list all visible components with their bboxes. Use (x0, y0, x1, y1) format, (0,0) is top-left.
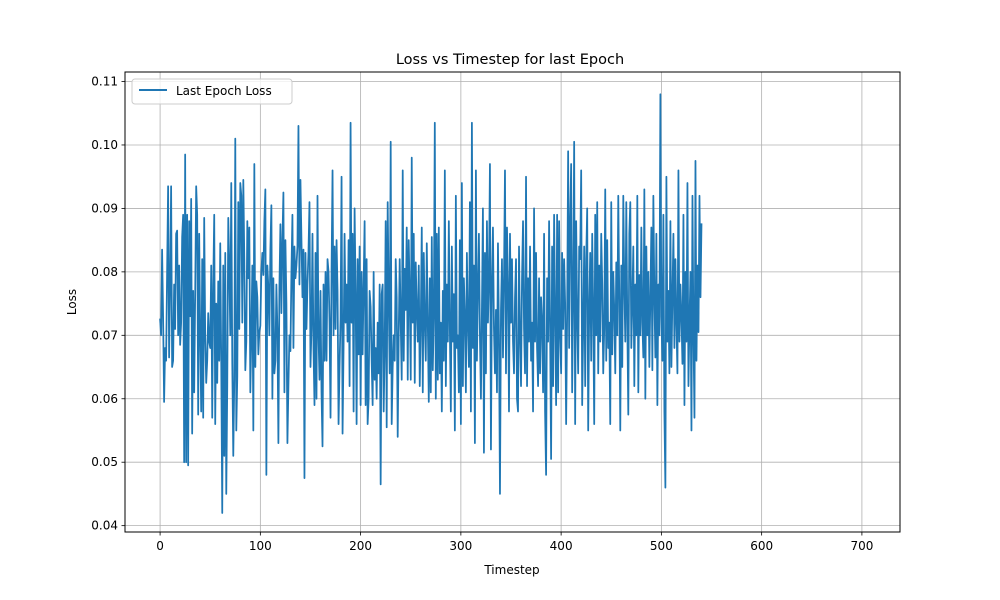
legend: Last Epoch Loss (131, 78, 293, 105)
y-axis-ticks: 0.04 0.05 0.06 0.07 0.08 0.09 0.10 0.11 (91, 75, 125, 533)
x-tick-label: 200 (349, 539, 372, 553)
x-tick-label: 400 (550, 539, 573, 553)
y-tick-label: 0.06 (91, 392, 118, 406)
series-layer (159, 93, 703, 514)
x-tick-label: 700 (850, 539, 873, 553)
y-tick-label: 0.09 (91, 201, 118, 215)
y-tick-label: 0.04 (91, 519, 118, 533)
x-axis-title: Timestep (483, 563, 539, 577)
legend-box (131, 78, 293, 105)
y-tick-label: 0.07 (91, 328, 118, 342)
x-tick-label: 0 (156, 539, 164, 553)
grid-lines (125, 72, 900, 532)
x-tick-label: 600 (750, 539, 773, 553)
x-axis-ticks: 0 100 200 300 400 500 600 700 (156, 532, 873, 553)
y-axis-title: Loss (65, 289, 79, 315)
plot-frame (124, 71, 901, 533)
legend-label-last-epoch-loss: Last Epoch Loss (176, 84, 272, 98)
x-tick-label: 500 (650, 539, 673, 553)
y-tick-label: 0.11 (91, 75, 118, 89)
y-tick-label: 0.08 (91, 265, 118, 279)
y-tick-label: 0.05 (91, 455, 118, 469)
chart-title: Loss vs Timestep for last Epoch (396, 52, 624, 68)
y-tick-label: 0.10 (91, 138, 118, 152)
x-tick-label: 300 (449, 539, 472, 553)
series-line-last-epoch-loss (159, 93, 703, 514)
x-tick-label: 100 (249, 539, 272, 553)
